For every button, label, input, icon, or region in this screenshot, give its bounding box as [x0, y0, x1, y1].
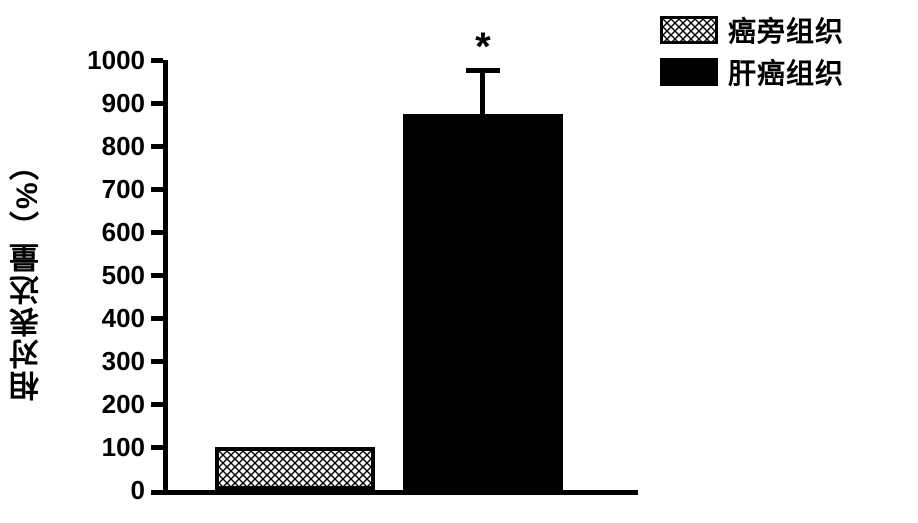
bar-chart: 相对表达量（%） 0100200300400500600700800900100… [0, 0, 918, 523]
y-tick [151, 144, 163, 149]
y-tick-label: 700 [55, 176, 145, 202]
y-axis-label: 相对表达量（%） [8, 60, 48, 490]
x-axis [163, 490, 638, 495]
legend-item: 肝癌组织 [660, 52, 844, 92]
y-tick-label: 1000 [55, 47, 145, 73]
y-tick [151, 445, 163, 450]
legend-label: 肝癌组织 [728, 52, 844, 92]
bar-paracancer [215, 447, 375, 490]
legend-swatch-hatch [660, 16, 718, 44]
legend-item: 癌旁组织 [660, 10, 844, 50]
y-axis [163, 60, 168, 495]
error-bar [480, 71, 485, 114]
y-tick [151, 316, 163, 321]
legend: 癌旁组织肝癌组织 [660, 10, 844, 94]
y-tick [151, 402, 163, 407]
y-tick [151, 58, 163, 63]
legend-swatch-solid [660, 58, 718, 86]
y-tick [151, 359, 163, 364]
bar-liver-cancer [403, 114, 563, 490]
y-tick-label: 0 [55, 477, 145, 503]
legend-label: 癌旁组织 [728, 10, 844, 50]
y-tick-label: 200 [55, 391, 145, 417]
y-tick-label: 400 [55, 305, 145, 331]
y-tick [151, 273, 163, 278]
y-tick-label: 600 [55, 219, 145, 245]
y-tick [151, 187, 163, 192]
y-tick-label: 800 [55, 133, 145, 159]
significance-marker: * [463, 27, 503, 67]
y-tick-label: 900 [55, 90, 145, 116]
y-tick-label: 100 [55, 434, 145, 460]
y-tick [151, 490, 163, 495]
error-bar-cap [466, 68, 500, 73]
plot-area: 01002003004005006007008009001000* [168, 60, 638, 490]
y-tick [151, 230, 163, 235]
y-tick-label: 300 [55, 348, 145, 374]
y-tick [151, 101, 163, 106]
y-tick-label: 500 [55, 262, 145, 288]
